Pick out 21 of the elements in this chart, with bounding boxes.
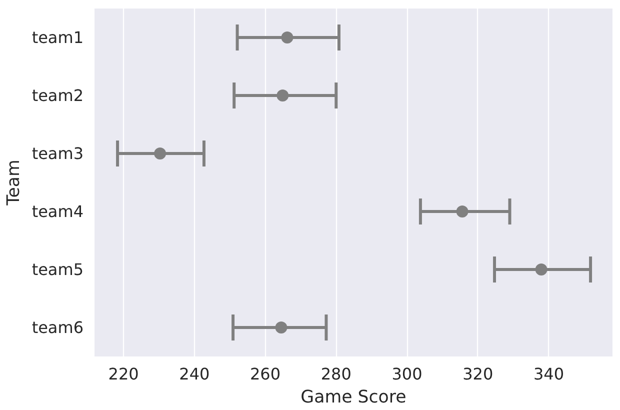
y-tick-label: team3 <box>32 144 84 163</box>
x-axis-title: Game Score <box>300 388 406 408</box>
y-tick-label: team4 <box>32 202 84 221</box>
y-tick-label: team2 <box>32 86 84 105</box>
x-tick-label: 340 <box>533 364 564 384</box>
y-axis-title: Team <box>4 160 24 206</box>
x-tick-label: 240 <box>179 364 210 384</box>
point <box>276 90 289 102</box>
point <box>535 264 548 276</box>
x-tick-label: 260 <box>250 364 281 384</box>
x-tick-label: 280 <box>320 364 352 384</box>
y-tick-label: team6 <box>32 318 84 337</box>
x-tick-label: 300 <box>392 364 422 384</box>
point <box>154 148 166 160</box>
x-tick-label: 220 <box>108 364 139 384</box>
point <box>281 32 294 44</box>
x-tick-label: 320 <box>462 364 494 384</box>
point <box>275 322 288 334</box>
y-tick-label: team1 <box>32 28 84 47</box>
point <box>456 206 468 218</box>
y-tick-label: team5 <box>32 260 84 279</box>
